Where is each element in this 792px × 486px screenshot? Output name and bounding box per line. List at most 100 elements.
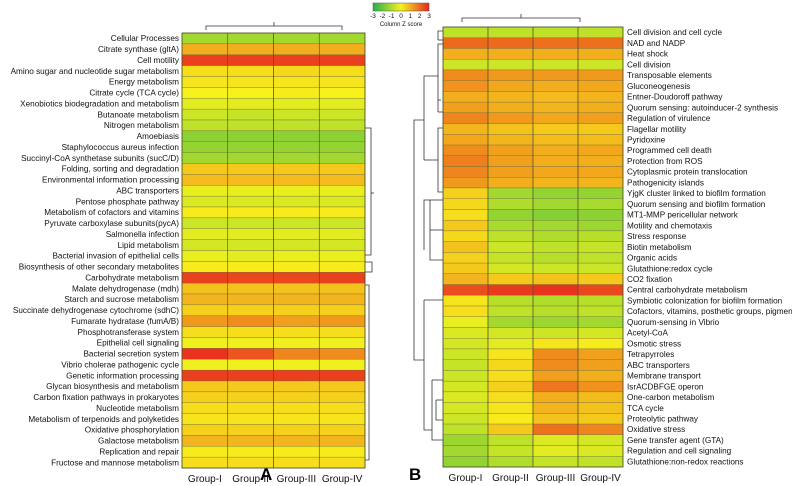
row-label: Nucleotide metabolism	[96, 404, 179, 413]
row-label: Nitrogen metabolism	[104, 121, 179, 130]
legend-tick-label: 2	[418, 13, 422, 20]
heatmap-cell	[273, 119, 320, 132]
heatmap-cell	[487, 391, 534, 403]
heatmap-cell	[442, 91, 489, 103]
row-label: Metabolism of terpenoids and polyketides	[28, 415, 179, 424]
heatmap-cell	[532, 380, 579, 393]
heatmap-cell	[273, 446, 320, 458]
heatmap-cell	[319, 326, 366, 338]
heatmap-cell	[442, 456, 489, 468]
heatmap-cell	[532, 91, 579, 103]
row-label: Flagellar motility	[627, 125, 687, 134]
heatmap-cell	[442, 230, 489, 242]
row-label: Biotin metabolism	[627, 243, 692, 252]
row-label: Butanoate metabolism	[98, 110, 180, 119]
heatmap-cell	[577, 445, 624, 457]
heatmap-cell	[487, 348, 534, 360]
heatmap-cell	[181, 239, 228, 251]
heatmap-cell	[442, 123, 489, 135]
heatmap-cell	[273, 359, 320, 371]
heatmap-cell	[227, 402, 274, 414]
heatmap-cell	[487, 413, 534, 425]
panel-b-row-labels: Cell division and cell cycle NAD and NADP…	[627, 28, 792, 466]
heatmap-cell	[273, 98, 320, 110]
row-label: Cofactors, vitamins, posthetic groups, p…	[627, 307, 792, 316]
heatmap-cell	[532, 48, 579, 60]
color-scale-legend: -3 -2 -1 0 1 2 3 Column Z score	[370, 2, 431, 28]
heatmap-cell	[227, 174, 274, 186]
heatmap-cell	[442, 305, 489, 317]
row-label: Membrane transport	[627, 372, 701, 381]
heatmap-cell	[532, 252, 579, 264]
heatmap-cell	[181, 304, 228, 316]
heatmap-cell	[227, 163, 274, 175]
heatmap-cell	[442, 262, 489, 275]
heatmap-cell	[319, 87, 366, 99]
heatmap-cell	[442, 134, 489, 146]
heatmap-cell	[319, 402, 366, 414]
heatmap-cell	[273, 108, 320, 121]
heatmap-cell	[487, 112, 534, 124]
heatmap-cell	[181, 185, 228, 197]
heatmap-cell	[442, 295, 489, 307]
row-label: Glutathione:redox cycle	[627, 264, 713, 273]
heatmap-cell	[577, 59, 624, 71]
heatmap-cell	[181, 337, 228, 349]
row-label: Bacterial invasion of epithelial cells	[52, 252, 179, 261]
heatmap-cell	[273, 239, 320, 251]
heatmap-cell	[577, 434, 624, 446]
heatmap-cell	[532, 37, 579, 49]
heatmap-cell	[319, 185, 366, 197]
heatmap-cell	[487, 402, 534, 414]
heatmap-cell	[442, 284, 489, 296]
heatmap-cell	[487, 295, 534, 307]
row-label: Cell division and cell cycle	[627, 28, 723, 37]
heatmap-cell	[442, 348, 489, 360]
row-label: Starch and sucrose metabolism	[64, 295, 179, 304]
row-label: Heat shock	[627, 50, 669, 59]
heatmap-cell	[181, 315, 228, 327]
heatmap-cell	[319, 65, 366, 77]
heatmap-cell	[532, 316, 579, 328]
heatmap-cell	[487, 177, 534, 189]
heatmap-cell	[319, 54, 366, 66]
heatmap-cell	[319, 239, 366, 251]
heatmap-cell	[487, 359, 534, 371]
heatmap-cell	[181, 391, 228, 403]
heatmap-cell	[487, 91, 534, 103]
heatmap-cell	[577, 252, 624, 264]
heatmap-cell	[487, 262, 534, 275]
heatmap-cell	[577, 305, 624, 317]
heatmap-cell	[442, 380, 489, 393]
heatmap-cell	[227, 217, 274, 229]
heatmap-cell	[487, 59, 534, 71]
heatmap-cell	[273, 206, 320, 219]
row-label: Citrate cycle (TCA cycle)	[89, 89, 179, 98]
column-label: Group-I	[449, 473, 483, 484]
heatmap-cell	[442, 413, 489, 425]
heatmap-cell	[487, 80, 534, 92]
heatmap-cell	[273, 217, 320, 229]
heatmap-cell	[319, 250, 366, 262]
row-label: Fumarate hydratase (fumA/B)	[71, 317, 179, 326]
heatmap-cell	[227, 43, 274, 55]
row-label: Genetic information processing	[66, 371, 179, 380]
row-label: Metabolism of cofactors and vitamins	[44, 208, 179, 217]
heatmap-cell	[487, 219, 534, 232]
heatmap-cell	[532, 101, 579, 114]
heatmap-cell	[319, 152, 366, 164]
heatmap-cell	[442, 445, 489, 457]
heatmap-cell	[273, 348, 320, 360]
heatmap-cell	[273, 76, 320, 88]
row-label: Motility and chemotaxis	[627, 221, 712, 230]
heatmap-cell	[532, 284, 579, 296]
row-label: Cell motility	[137, 56, 180, 65]
heatmap-cell	[577, 402, 624, 414]
row-label: Quorum sensing: autoinducer-2 synthesis	[627, 103, 778, 112]
heatmap-cell	[273, 54, 320, 66]
row-label: Entner-Doudoroff pathway	[627, 93, 723, 102]
row-label: Oxidative stress	[627, 425, 685, 434]
row-label: Oxidative phosphorylation	[85, 426, 180, 435]
heatmap-cell	[273, 282, 320, 295]
heatmap-cell	[532, 327, 579, 339]
